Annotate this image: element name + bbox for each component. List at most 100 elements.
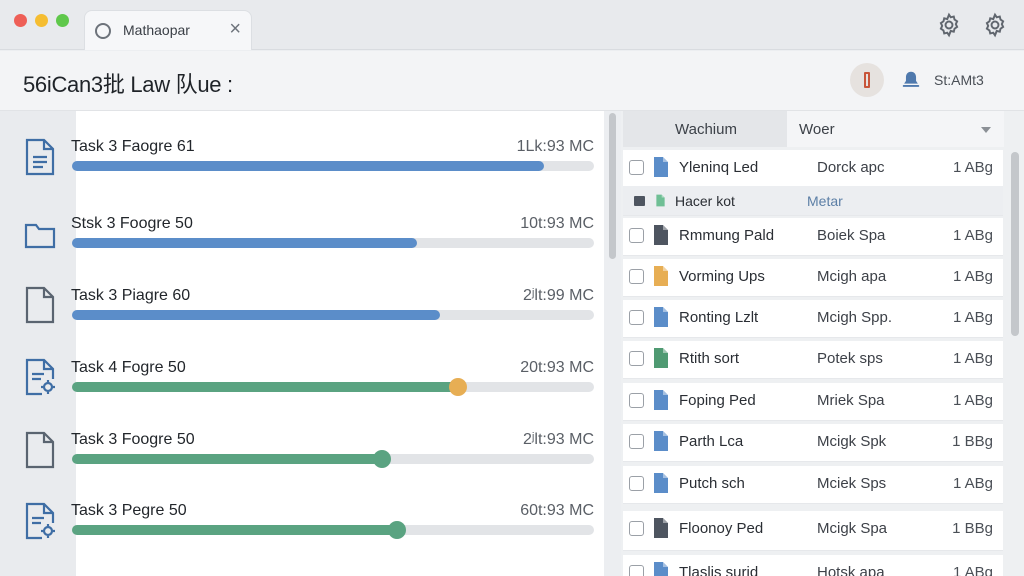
tab-label: Mathaopar <box>123 22 190 38</box>
task-name: Task 4 Fogre 50 <box>71 359 186 376</box>
group-marker-icon <box>634 196 645 206</box>
file-kind: Boiek Spa <box>817 227 886 244</box>
file-icon <box>24 431 56 469</box>
tab-wachium[interactable]: Wachium <box>623 111 787 147</box>
settings-gear-icon[interactable] <box>982 12 1008 38</box>
minimize-window-button[interactable] <box>35 14 48 27</box>
file-row[interactable]: Rtith sort Potek sps 1 ABg <box>623 341 1003 379</box>
row-checkbox[interactable] <box>629 351 644 366</box>
file-name: Hacer kot <box>675 193 735 209</box>
file-icon <box>653 430 669 452</box>
file-kind: Potek sps <box>817 350 883 367</box>
file-row[interactable]: Putch sch Mciek Sps 1 ABg <box>623 466 1003 504</box>
page-header: 56iCan3批 Law 队ue : St:AMt3 <box>0 51 1024 111</box>
file-row[interactable]: Foping Ped Mriek Spa 1 ABg <box>623 383 1003 421</box>
file-size: 1 BBg <box>952 520 993 537</box>
file-icon <box>655 194 666 207</box>
progress-fill <box>72 310 440 320</box>
close-window-button[interactable] <box>14 14 27 27</box>
task-size: 20t:93 MC <box>520 359 594 376</box>
file-name: Rtith sort <box>679 350 740 367</box>
file-icon <box>653 472 669 494</box>
bell-icon[interactable] <box>900 69 922 91</box>
progress-bar[interactable] <box>72 521 594 539</box>
file-name: Tlaslis surid <box>679 564 759 576</box>
tab-main[interactable]: Mathaopar × <box>84 10 252 50</box>
file-list-scrollbar[interactable] <box>1011 152 1019 336</box>
tab-circle-icon <box>95 23 111 39</box>
task-name: Task 3 Pegre 50 <box>71 502 187 519</box>
row-checkbox[interactable] <box>629 565 644 576</box>
row-checkbox[interactable] <box>629 476 644 491</box>
row-checkbox[interactable] <box>629 269 644 284</box>
tab-woer-dropdown[interactable]: Woer <box>787 111 1004 147</box>
icon-strip <box>0 111 76 576</box>
file-icon <box>653 389 669 411</box>
task-size: 1Lk:93 MC <box>516 138 594 155</box>
file-kind[interactable]: Metar <box>807 193 843 209</box>
task-size: 2ʲlt:93 MC <box>522 431 594 448</box>
file-size: 1 BBg <box>952 433 993 450</box>
tab-close-icon[interactable]: × <box>229 18 241 40</box>
task-row[interactable]: Task 4 Fogre 50 20t:93 MC <box>0 358 604 431</box>
progress-fill <box>72 454 383 464</box>
file-icon <box>653 156 669 178</box>
row-checkbox[interactable] <box>629 160 644 175</box>
file-name: Vorming Ups <box>679 268 765 285</box>
progress-bar[interactable] <box>72 450 594 468</box>
task-name: Stsk 3 Foogre 50 <box>71 215 193 232</box>
maximize-window-button[interactable] <box>56 14 69 27</box>
task-size: 60t:93 MC <box>520 502 594 519</box>
file-icon <box>24 286 56 324</box>
file-kind: Hotsk apa <box>817 564 885 576</box>
row-checkbox[interactable] <box>629 228 644 243</box>
gear-icon[interactable] <box>936 12 962 38</box>
file-size: 1 ABg <box>952 350 993 367</box>
progress-handle[interactable] <box>449 378 468 396</box>
file-kind: Mcigk Spk <box>817 433 887 450</box>
title-bar: Mathaopar × <box>0 0 1024 50</box>
task-name: Task 3 Foogre 50 <box>71 431 195 448</box>
progress-handle[interactable] <box>387 521 406 539</box>
file-kind: Mciek Sps <box>817 475 887 492</box>
file-name: Foping Ped <box>679 392 756 409</box>
file-row[interactable]: Rmmung Pald Boiek Spa 1 ABg <box>623 218 1003 256</box>
file-row[interactable]: Ronting Lzlt Mcigh Spp. 1 ABg <box>623 300 1003 338</box>
file-icon <box>653 306 669 328</box>
file-kind: Mcigk Spa <box>817 520 888 537</box>
task-row[interactable]: Stsk 3 Foogre 50 10t:93 MC <box>0 215 604 287</box>
task-row[interactable]: Task 3 Foogre 50 2ʲlt:93 MC <box>0 431 604 503</box>
file-size: 1 ABg <box>952 159 993 176</box>
folder-icon <box>24 215 56 253</box>
row-checkbox[interactable] <box>629 310 644 325</box>
progress-fill <box>72 382 459 392</box>
progress-handle[interactable] <box>373 450 392 468</box>
row-checkbox[interactable] <box>629 393 644 408</box>
progress-fill <box>72 525 397 535</box>
file-size: 1 ABg <box>952 475 993 492</box>
file-row[interactable]: Floonoy Ped Mcigk Spa 1 BBg <box>623 511 1003 551</box>
task-row[interactable]: Task 3 Pegre 50 60t:93 MC <box>0 502 604 574</box>
file-name: Ronting Lzlt <box>679 309 759 326</box>
file-row[interactable]: Yleninq Led Dorck apc 1 ABg <box>623 150 1003 188</box>
row-checkbox[interactable] <box>629 434 644 449</box>
progress-bar[interactable] <box>72 378 594 396</box>
file-size: 1 ABg <box>952 309 993 326</box>
file-size: 1 ABg <box>952 564 993 576</box>
record-button[interactable] <box>850 63 884 97</box>
task-list-scrollbar[interactable] <box>609 113 616 259</box>
task-row[interactable]: Task 3 Piаgre 60 2ʲlt:99 MC <box>0 286 604 359</box>
file-name: Rmmung Pald <box>679 227 775 244</box>
file-size: 1 ABg <box>952 392 993 409</box>
group-header-row[interactable]: Hacer kot Metar <box>623 186 1003 216</box>
task-list-panel <box>0 111 604 576</box>
file-name: Putch sch <box>679 475 745 492</box>
file-row[interactable]: Tlaslis surid Hotsk apa 1 ABg <box>623 555 1003 576</box>
file-row[interactable]: Vorming Ups Mcigh apa 1 ABg <box>623 259 1003 297</box>
file-kind: Dorck apc <box>817 159 885 176</box>
chevron-down-icon[interactable] <box>981 127 991 133</box>
row-checkbox[interactable] <box>629 521 644 536</box>
task-size: 2ʲlt:99 MC <box>522 287 594 304</box>
file-row[interactable]: Parth Lca Mcigk Spk 1 BBg <box>623 424 1003 462</box>
task-row[interactable]: Task 3 Faogre 61 1Lk:93 MC <box>0 138 604 210</box>
